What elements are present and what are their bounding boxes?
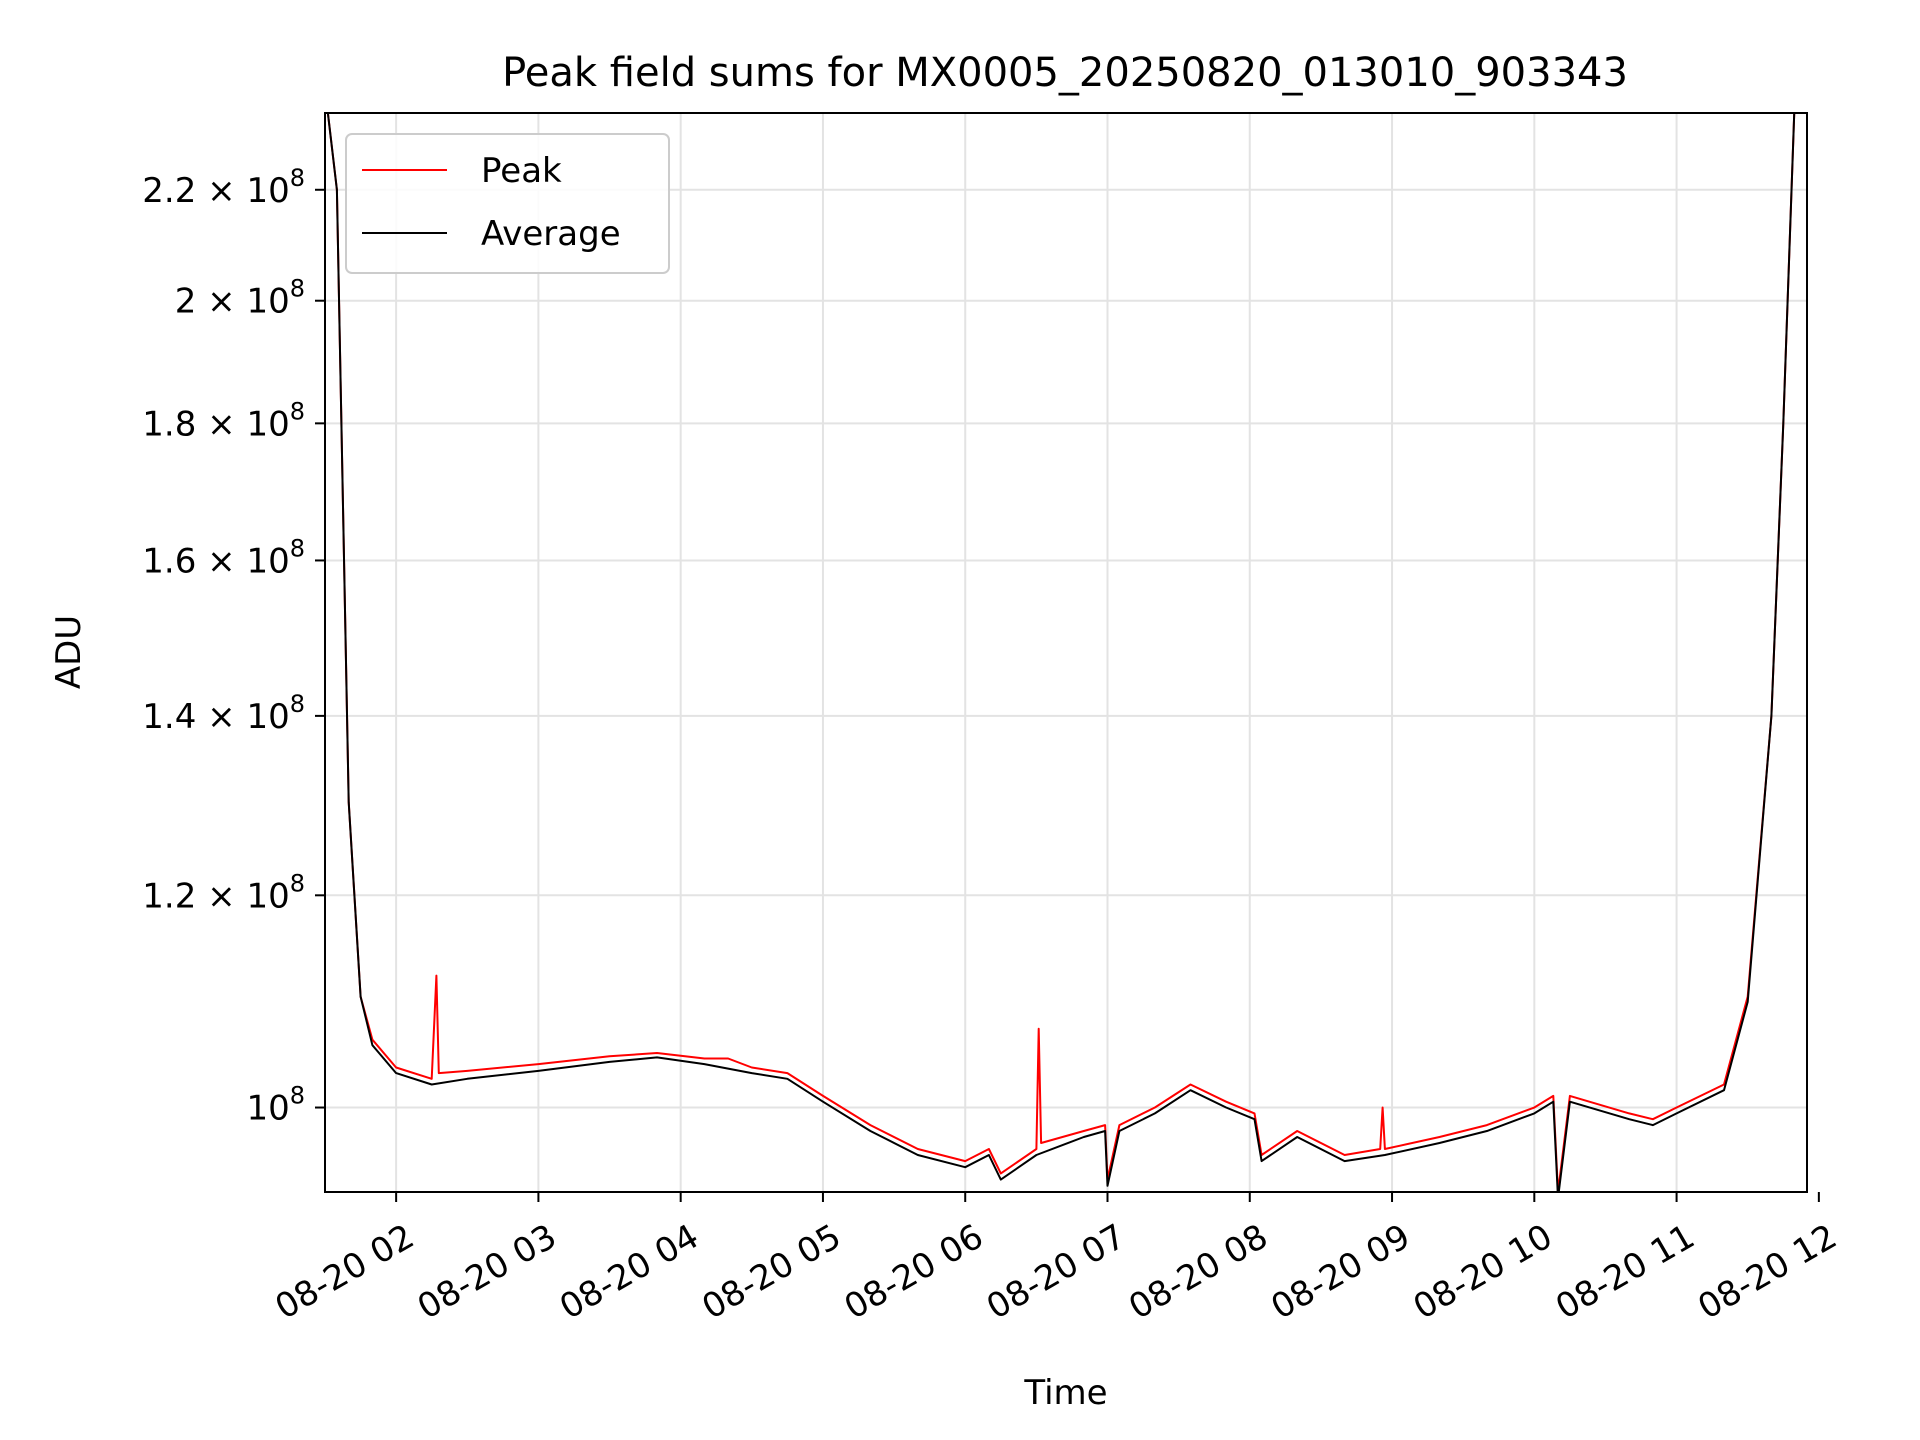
legend-label-average: Average bbox=[481, 214, 621, 254]
y-tick-label: 1.2 × 108 bbox=[142, 869, 305, 916]
series-line-average bbox=[326, 113, 1796, 1192]
y-axis: 108 1.2 × 108 1.4 × 108 1.6 × 108 1.8 × 108 2… bbox=[142, 164, 325, 1129]
y-tick-label: 2.2 × 108 bbox=[142, 164, 305, 211]
y-tick-label: 2 × 108 bbox=[175, 275, 305, 322]
x-axis-label: Time bbox=[1023, 1373, 1107, 1413]
y-tick-label: 108 bbox=[246, 1082, 305, 1129]
y-tick-label: 1.8 × 108 bbox=[142, 397, 305, 444]
legend-box bbox=[345, 133, 670, 274]
series-layer bbox=[326, 113, 1796, 1192]
legend: Peak Average bbox=[345, 133, 670, 274]
y-tick-label: 1.4 × 108 bbox=[142, 690, 305, 737]
plot-frame bbox=[324, 112, 1808, 1193]
grid bbox=[325, 113, 1807, 1192]
y-axis-label: ADU bbox=[49, 615, 89, 689]
legend-label-peak: Peak bbox=[481, 151, 562, 191]
y-tick-label: 1.6 × 108 bbox=[142, 534, 305, 581]
chart-title: Peak field sums for MX0005_20250820_0130… bbox=[502, 50, 1628, 96]
